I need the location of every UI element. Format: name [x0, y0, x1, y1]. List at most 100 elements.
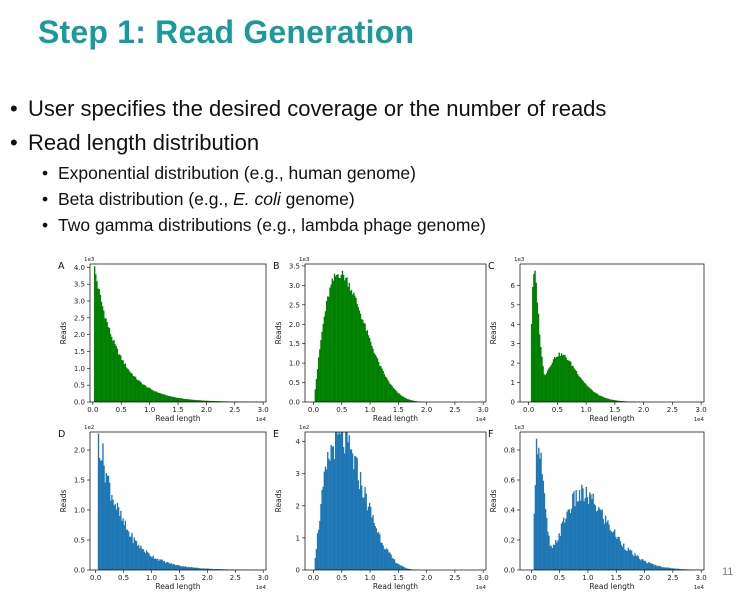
histogram-bar [642, 559, 644, 570]
histogram-bar [530, 324, 533, 402]
histogram-bar [538, 447, 540, 570]
histogram-bar [143, 384, 146, 402]
histogram-bar [561, 355, 564, 402]
histogram-bar [548, 368, 550, 402]
histogram-bar [391, 386, 393, 402]
histogram-bar [341, 270, 344, 402]
y-tick-label: 4.0 [74, 264, 85, 272]
histogram-bar [188, 399, 190, 402]
histogram-bar [145, 550, 148, 570]
histogram-bar [184, 398, 187, 402]
histogram-bar [540, 347, 542, 402]
histogram-bar [597, 394, 600, 402]
histogram-bar [315, 379, 318, 402]
histogram-bar [569, 512, 572, 570]
histogram-bar [582, 488, 584, 570]
histogram-bar [211, 568, 214, 570]
histogram-bar [552, 359, 555, 402]
histogram-bar [546, 517, 548, 570]
histogram-bar [363, 323, 365, 402]
y-axis-label: Reads [489, 490, 498, 513]
histogram-bar [321, 331, 323, 402]
x-tick-label: 1.5 [393, 574, 404, 582]
histogram-bar [93, 266, 96, 402]
histogram-bar [364, 487, 366, 570]
histogram-bar [577, 501, 580, 570]
histogram-bar [379, 365, 381, 402]
histogram-bar [183, 566, 186, 570]
histogram-bar [123, 364, 125, 402]
histogram-bar [399, 565, 401, 570]
x-tick-label: 0.0 [526, 574, 537, 582]
histogram-bar [160, 559, 162, 570]
y-tick-label: 1.0 [74, 507, 85, 515]
histogram-bar [566, 359, 568, 402]
histogram-bar [169, 563, 171, 570]
histogram-bar [332, 280, 335, 402]
histogram-bar [151, 390, 154, 402]
histogram-bar [611, 399, 613, 402]
histogram-bar [127, 531, 130, 570]
histogram-bar [561, 521, 564, 570]
histogram-bar [150, 389, 153, 402]
histogram-bar [636, 555, 639, 570]
histogram-bar [354, 295, 356, 402]
x-axis-label: Read length [589, 414, 634, 423]
histogram-bar [394, 390, 397, 402]
y-tick-label: 3 [296, 470, 300, 478]
histogram-bar [203, 568, 206, 570]
histogram-bar [170, 396, 172, 402]
histogram-bar [585, 486, 588, 570]
histogram-bar [539, 458, 541, 570]
histogram-bar [153, 390, 155, 402]
histogram-bar [563, 517, 565, 570]
y-axis-label: Reads [489, 322, 498, 345]
histogram-bar [355, 297, 357, 402]
histogram-bar [215, 401, 217, 402]
chart-panel-f: 0.0 0.5 1.0 1.5 2.0 2.5 3.0 0.0 0.2 0.4 0.6 0.8 Read… [488, 425, 707, 591]
histogram-bar [320, 340, 322, 402]
histogram-bar [578, 375, 580, 402]
x-tick-label: 3.0 [258, 574, 269, 582]
histogram-bar [537, 313, 540, 402]
histogram-bar [414, 401, 416, 402]
histogram-bar [596, 393, 598, 402]
histogram-bar [190, 399, 192, 402]
histogram-bar [380, 542, 382, 570]
x-axis-label: Read length [155, 582, 200, 591]
histogram-bar [353, 469, 355, 570]
histogram-bar [327, 296, 329, 402]
histogram-bar [677, 568, 679, 570]
histogram-bar [191, 567, 194, 570]
histogram-bar [111, 336, 113, 402]
histogram-bar [535, 438, 538, 570]
histogram-bar [154, 558, 157, 570]
histogram-bar [534, 485, 537, 570]
y-tick-label: 0.5 [74, 382, 85, 390]
histogram-bar [165, 562, 168, 570]
histogram-bar [164, 563, 167, 570]
histogram-bar [128, 369, 130, 402]
y-scale-label: 1e3 [299, 257, 310, 263]
histogram-bar [653, 565, 655, 570]
histogram-bar [183, 398, 186, 402]
histogram-bar [599, 395, 602, 402]
histogram-bar [132, 543, 134, 570]
histogram-bar [178, 398, 180, 402]
histogram-bar [162, 561, 164, 570]
histogram-bar [103, 465, 105, 570]
histogram-bar [139, 381, 141, 402]
histogram-bar [661, 567, 663, 570]
histogram-bar [580, 378, 582, 402]
histogram-bar [641, 559, 643, 570]
histogram-bar [657, 566, 659, 570]
histogram-bar [177, 564, 179, 570]
histogram-bar [109, 482, 111, 570]
histogram-bar [398, 393, 400, 402]
histogram-bar [605, 398, 608, 402]
histogram-bar [402, 396, 405, 402]
histogram-bar [388, 552, 390, 570]
histogram-bar [130, 536, 132, 570]
histogram-bar [647, 562, 650, 570]
histogram-bar [220, 569, 223, 570]
